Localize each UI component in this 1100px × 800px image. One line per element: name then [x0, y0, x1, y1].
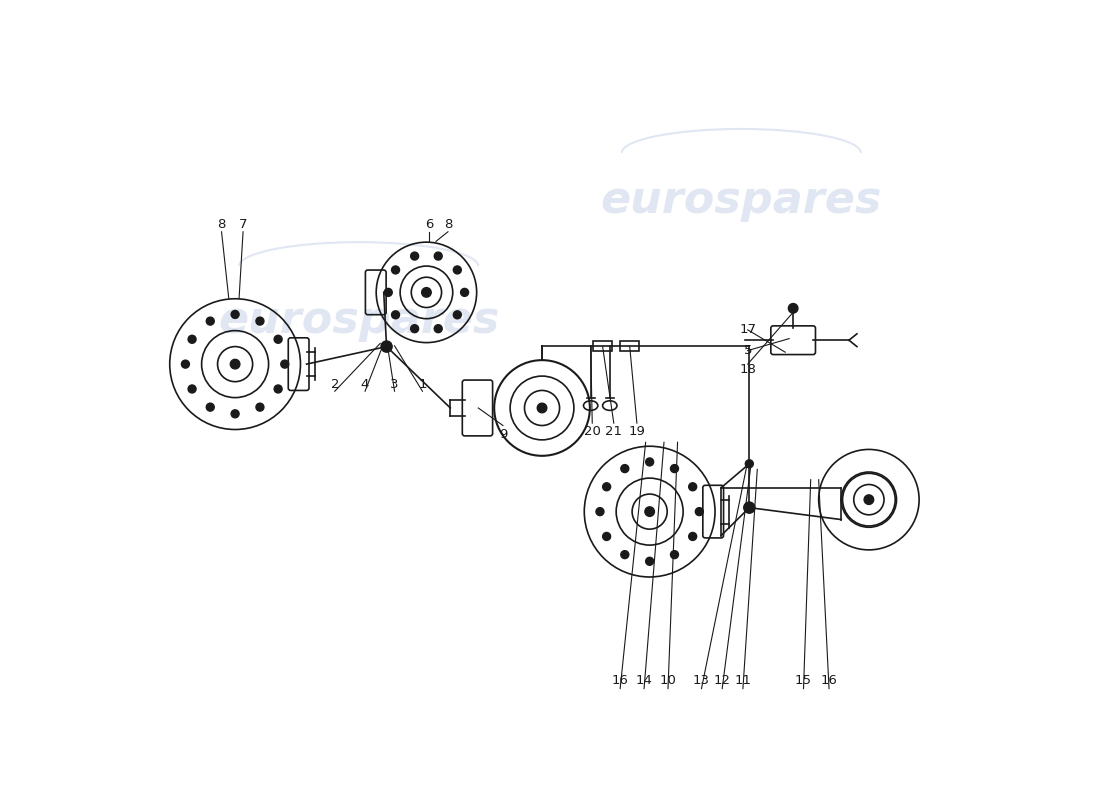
Text: 18: 18	[739, 363, 756, 376]
Text: eurospares: eurospares	[218, 298, 499, 342]
Circle shape	[746, 460, 754, 468]
Text: 12: 12	[714, 674, 730, 687]
Circle shape	[392, 311, 399, 318]
Circle shape	[789, 303, 797, 313]
Text: 17: 17	[739, 323, 756, 336]
Text: 8: 8	[218, 218, 226, 231]
Circle shape	[256, 317, 264, 325]
Bar	[620, 341, 639, 350]
Circle shape	[410, 325, 419, 333]
Text: 4: 4	[361, 378, 370, 390]
Circle shape	[596, 508, 604, 515]
Circle shape	[434, 252, 442, 260]
Circle shape	[207, 317, 215, 325]
Bar	[593, 341, 613, 350]
Circle shape	[537, 403, 547, 413]
Text: 16: 16	[821, 674, 837, 687]
Text: 3: 3	[390, 378, 399, 390]
Circle shape	[231, 410, 239, 418]
Text: 6: 6	[425, 218, 433, 231]
Text: 1: 1	[418, 378, 427, 390]
Text: 7: 7	[239, 218, 248, 231]
Text: 14: 14	[636, 674, 652, 687]
Text: 5: 5	[744, 344, 752, 357]
Circle shape	[646, 558, 653, 566]
Circle shape	[689, 482, 696, 490]
Circle shape	[865, 495, 873, 505]
Text: 20: 20	[584, 426, 601, 438]
Text: 10: 10	[660, 674, 676, 687]
Text: 16: 16	[612, 674, 628, 687]
Text: 9: 9	[498, 428, 507, 441]
Text: 2: 2	[330, 378, 339, 390]
Circle shape	[381, 341, 393, 352]
Circle shape	[603, 482, 611, 490]
Text: eurospares: eurospares	[601, 179, 882, 222]
Circle shape	[671, 465, 679, 473]
Circle shape	[230, 359, 240, 369]
Circle shape	[671, 550, 679, 558]
Text: 15: 15	[795, 674, 812, 687]
Text: 19: 19	[628, 426, 646, 438]
Circle shape	[689, 533, 696, 541]
Circle shape	[421, 287, 431, 297]
Circle shape	[392, 266, 399, 274]
Circle shape	[620, 465, 629, 473]
Circle shape	[188, 385, 196, 393]
Circle shape	[274, 385, 282, 393]
Text: 21: 21	[605, 426, 623, 438]
Circle shape	[410, 252, 419, 260]
Circle shape	[384, 288, 393, 296]
Circle shape	[645, 507, 654, 516]
Circle shape	[453, 266, 461, 274]
Text: 11: 11	[735, 674, 751, 687]
Circle shape	[646, 458, 653, 466]
Text: 8: 8	[443, 218, 452, 231]
Circle shape	[434, 325, 442, 333]
Circle shape	[182, 360, 189, 368]
Circle shape	[207, 403, 215, 411]
Circle shape	[744, 502, 755, 514]
Circle shape	[461, 288, 469, 296]
Circle shape	[695, 508, 703, 515]
Circle shape	[620, 550, 629, 558]
Circle shape	[256, 403, 264, 411]
Text: 13: 13	[693, 674, 710, 687]
Circle shape	[280, 360, 289, 368]
Circle shape	[603, 533, 611, 541]
Circle shape	[231, 310, 239, 318]
Circle shape	[274, 335, 282, 343]
Circle shape	[188, 335, 196, 343]
Circle shape	[453, 311, 461, 318]
